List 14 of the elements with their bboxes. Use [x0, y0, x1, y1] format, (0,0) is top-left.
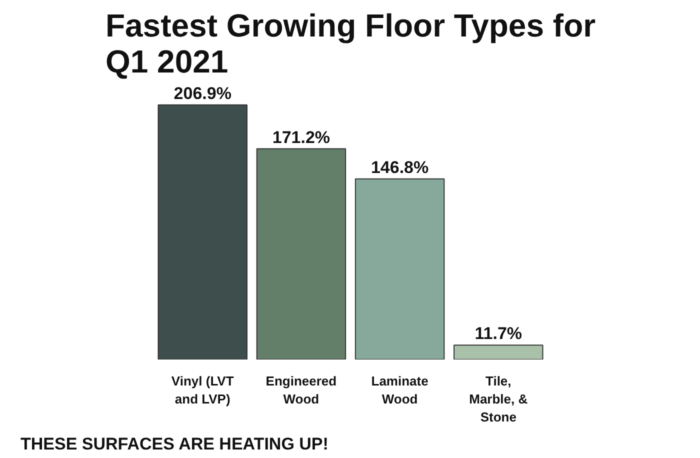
x-tick-label: Engineered Wood	[266, 374, 337, 406]
bar	[454, 344, 544, 360]
bar	[256, 148, 346, 360]
text: THESE SURFACES ARE HEATING UP!	[20, 434, 328, 454]
data-label: 206.9%	[174, 84, 232, 103]
bar	[158, 104, 248, 360]
x-tick-label: Tile, Marble, & Stone	[469, 374, 528, 424]
data-label: 171.2%	[272, 128, 330, 147]
data-label: 146.8%	[370, 158, 429, 177]
x-tick-label: Vinyl (LVT and LVP)	[171, 374, 234, 406]
chart-title: Fastest Growing Floor Types for Q1 2021	[105, 8, 596, 80]
data-label: 11.7%	[474, 324, 522, 344]
bar	[354, 178, 445, 360]
x-tick-label: Laminate Wood	[371, 374, 428, 406]
